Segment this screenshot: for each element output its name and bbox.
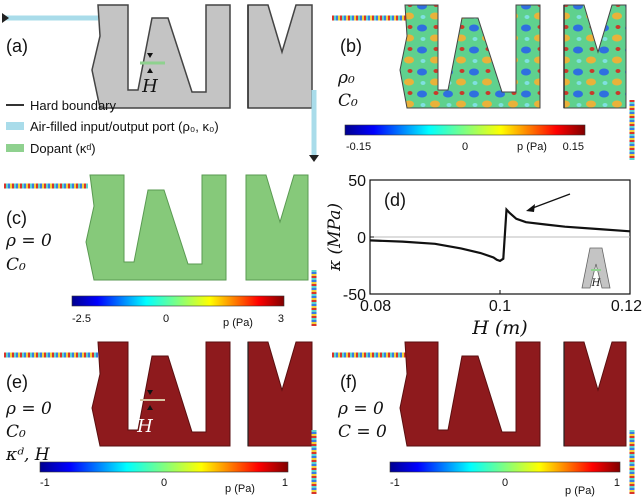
h-symbol-a: H — [141, 76, 158, 97]
colorbar-f-unit: p (Pa) — [565, 485, 595, 497]
panel-c: (c) ρ = 0 C₀ -2.5 0 3 p (Pa) — [4, 174, 317, 329]
h-symbol-e: H — [136, 416, 153, 437]
panel-b: (b) ρ₀ C₀ -0.15 0 0.15 p (Pa) — [332, 4, 635, 160]
legend: Hard boundary Air-filled input/output po… — [6, 98, 219, 156]
chart-panel-d: 0.08 0.1 0.12 50 0 -50 (d) κ (MPa) H (m) H — [325, 173, 642, 339]
colorbar-c — [71, 295, 285, 307]
lalm-shape-f — [399, 341, 541, 447]
colorbar-f — [389, 461, 621, 473]
annotation-arrowhead-icon — [526, 204, 535, 212]
panel-f: (f) ρ = 0 C = 0 -1 0 1 p (Pa) — [332, 341, 635, 497]
lalm-shape-c-right — [245, 174, 309, 281]
h-arrow-up-icon-e — [147, 390, 153, 395]
panel-label-e: (e) — [6, 372, 28, 392]
inset-h-symbol: H — [591, 278, 601, 289]
param-rho-c: ρ = 0 — [5, 231, 52, 251]
h-arrow-up-icon — [147, 53, 153, 58]
y-tick-label: 0 — [357, 230, 366, 247]
x-axis-label: H (m) — [471, 317, 527, 339]
param-c-b: C₀ — [338, 91, 358, 111]
panel-label-b: (b) — [340, 36, 362, 56]
lalm-shape-f-right — [563, 341, 627, 447]
colorbar-c-tick-max: 3 — [278, 313, 284, 325]
x-tick-label: 0.12 — [611, 298, 642, 315]
panel-label-d: (d) — [384, 190, 406, 210]
annotation-arrow — [529, 193, 571, 210]
lalm-shape-a — [91, 4, 231, 109]
lalm-shape-e — [91, 341, 231, 447]
panel-a: H (a) Hard boundary Air-filled input/out… — [2, 4, 319, 162]
colorbar-c-tick-mid: 0 — [163, 313, 169, 325]
input-arrow-icon — [2, 13, 9, 23]
x-tick-label: 0.1 — [489, 298, 511, 315]
legend-dopant: Dopant (κᵈ) — [30, 141, 96, 156]
colorbar-f-tick-mid: 0 — [502, 477, 508, 489]
param-c-f: C = 0 — [338, 422, 387, 442]
param-rho-e: ρ = 0 — [5, 399, 52, 419]
lalm-shape-c — [85, 174, 227, 281]
panel-label-f: (f) — [340, 372, 357, 392]
param-rho-f: ρ = 0 — [337, 399, 384, 419]
colorbar-e-unit: p (Pa) — [225, 483, 255, 495]
param-rho-b: ρ₀ — [337, 68, 355, 88]
colorbar-f-tick-min: -1 — [390, 477, 400, 489]
legend-air-port: Air-filled input/output port (ρ₀, κ₀) — [30, 119, 219, 134]
kappa-curve — [369, 207, 631, 263]
param-kappa-e: κᵈ, H — [5, 445, 51, 465]
inset-a-icon: H — [581, 247, 611, 289]
lalm-shape-b — [399, 4, 541, 109]
h-arrow-down-icon-e — [147, 405, 153, 410]
y-axis-label: κ (MPa) — [325, 203, 345, 272]
panel-label-a: (a) — [6, 36, 28, 56]
legend-swatch-dopant — [6, 144, 24, 152]
colorbar-c-unit: p (Pa) — [223, 317, 253, 329]
colorbar-b-unit: p (Pa) — [517, 141, 547, 153]
h-arrow-down-icon — [147, 68, 153, 73]
panel-label-c: (c) — [6, 208, 27, 228]
lalm-shape-b-right — [563, 4, 627, 109]
inset-a-shape — [581, 247, 611, 289]
output-arrow-icon — [309, 155, 319, 162]
legend-swatch-port — [6, 122, 24, 130]
x-tick-label: 0.08 — [360, 298, 391, 315]
colorbar-e-tick-min: -1 — [40, 477, 50, 489]
colorbar-e — [39, 461, 289, 473]
colorbar-b-tick-max: 0.15 — [563, 141, 584, 153]
lalm-shape-e-right — [247, 341, 313, 447]
colorbar-e-tick-mid: 0 — [161, 477, 167, 489]
colorbar-b-tick-mid: 0 — [462, 141, 468, 153]
colorbar-c-tick-min: -2.5 — [72, 313, 91, 325]
lalm-shape-a-right — [247, 4, 313, 109]
colorbar-b-tick-min: -0.15 — [346, 141, 371, 153]
param-c-c: C₀ — [6, 255, 26, 275]
colorbar-e-tick-max: 1 — [282, 477, 288, 489]
param-c-e: C₀ — [6, 422, 26, 442]
legend-hard-boundary: Hard boundary — [30, 98, 116, 113]
colorbar-b — [344, 124, 586, 136]
panel-e: H (e) ρ = 0 C₀ κᵈ, H -1 0 1 p (Pa) — [4, 341, 317, 495]
y-tick-label: 50 — [348, 173, 366, 190]
y-tick-label: -50 — [343, 287, 366, 304]
colorbar-f-tick-max: 1 — [614, 477, 620, 489]
